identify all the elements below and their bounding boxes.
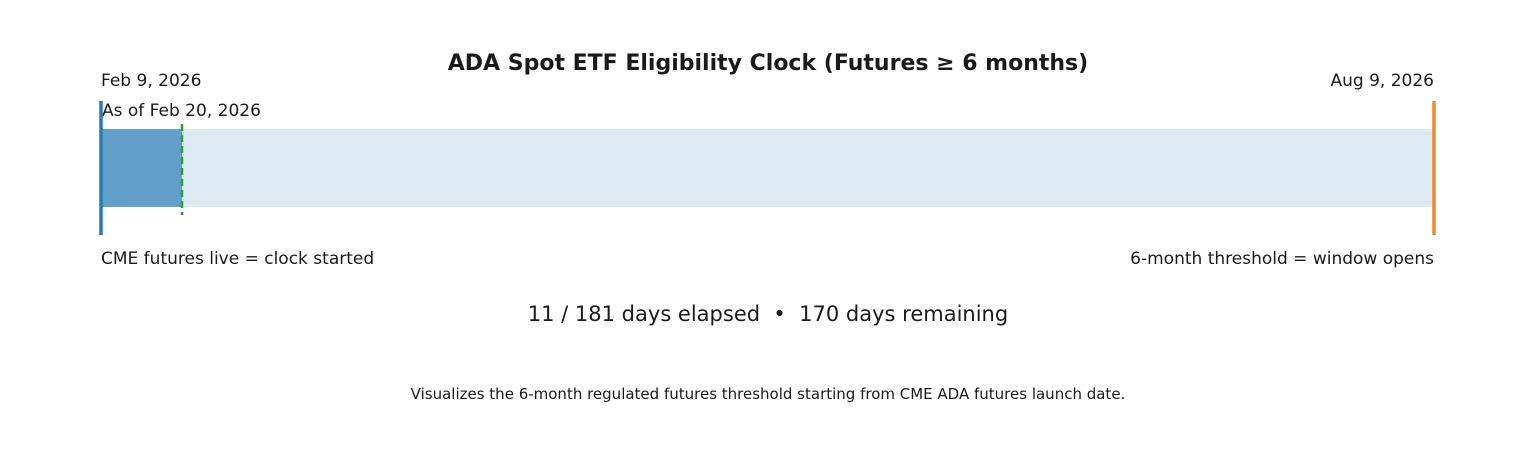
end-annotation: 6-month threshold = window opens [1130,249,1434,269]
elapsed-bar [101,129,183,207]
remaining-bar [101,129,1434,207]
end-date-label: Aug 9, 2026 [1331,71,1435,91]
caption: Visualizes the 6-month regulated futures… [411,385,1126,403]
progress-summary: 11 / 181 days elapsed • 170 days remaini… [528,302,1008,326]
as-of-label: As of Feb 20, 2026 [102,101,261,121]
start-annotation: CME futures live = clock started [101,249,374,269]
chart-title: ADA Spot ETF Eligibility Clock (Futures … [448,51,1088,76]
start-date-label: Feb 9, 2026 [101,71,201,91]
